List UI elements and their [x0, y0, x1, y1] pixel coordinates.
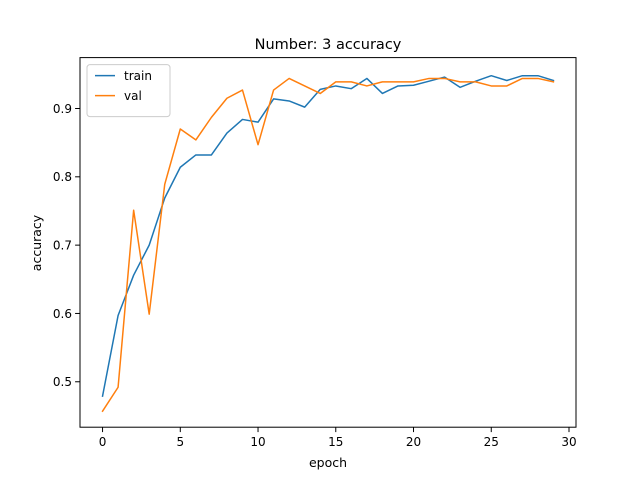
x-tick-label: 5 — [176, 435, 184, 449]
y-axis-label: accuracy — [29, 214, 44, 271]
legend-label-val: val — [124, 89, 142, 103]
x-tick-label: 30 — [561, 435, 576, 449]
legend: train val — [86, 64, 171, 118]
axis-ticks: 0 5 10 15 20 25 30 0.5 0.6 0.7 0.8 0.9 — [53, 102, 577, 449]
x-tick-label: 0 — [99, 435, 107, 449]
y-tick-label: 0.6 — [53, 307, 72, 321]
y-tick-label: 0.7 — [53, 238, 72, 252]
series-line-val — [101, 77, 555, 413]
y-tick-label: 0.9 — [53, 102, 72, 116]
chart-title: Number: 3 accuracy — [255, 37, 402, 53]
x-tick-label: 20 — [406, 435, 421, 449]
y-tick-label: 0.5 — [53, 375, 72, 389]
x-axis-label: epoch — [309, 455, 347, 470]
plot-lines — [101, 74, 555, 413]
x-tick-label: 15 — [328, 435, 343, 449]
plot-area-frame — [79, 57, 577, 428]
x-tick-label: 25 — [484, 435, 499, 449]
x-tick-label: 10 — [250, 435, 265, 449]
legend-box — [86, 64, 171, 118]
legend-label-train: train — [124, 69, 152, 83]
y-tick-label: 0.8 — [53, 170, 72, 184]
